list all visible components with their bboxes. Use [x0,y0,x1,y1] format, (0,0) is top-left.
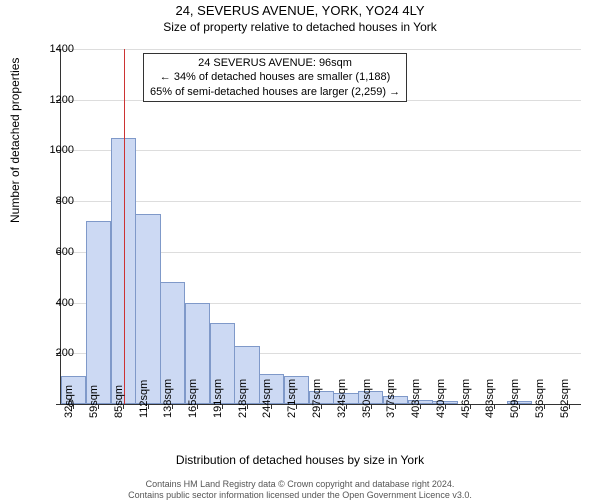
property-marker-line [124,49,125,404]
ytick-label: 400 [56,297,74,309]
footer-line1: Contains HM Land Registry data © Crown c… [0,479,600,490]
ytick-label: 1400 [50,43,74,55]
chart-plot-area: 24 SEVERUS AVENUE: 96sqm← 34% of detache… [60,49,581,405]
ytick-label: 600 [56,246,74,258]
gridline [61,201,581,202]
chart-subtitle: Size of property relative to detached ho… [0,20,600,34]
histogram-bar [135,214,160,404]
annotation-line3: 65% of semi-detached houses are larger (… [150,85,400,99]
y-axis-label: Number of detached properties [8,58,22,223]
footer: Contains HM Land Registry data © Crown c… [0,479,600,501]
gridline [61,150,581,151]
ytick-mark [56,404,61,405]
annotation-box: 24 SEVERUS AVENUE: 96sqm← 34% of detache… [143,53,407,102]
ytick-label: 200 [56,347,74,359]
ytick-label: 1000 [50,144,74,156]
gridline [61,49,581,50]
histogram-bar [86,221,111,404]
annotation-line1: 24 SEVERUS AVENUE: 96sqm [150,56,400,70]
annotation-line2: ← 34% of detached houses are smaller (1,… [150,70,400,84]
ytick-label: 800 [56,195,74,207]
footer-line2: Contains public sector information licen… [0,490,600,501]
x-axis-label: Distribution of detached houses by size … [0,453,600,467]
ytick-label: 1200 [50,94,74,106]
chart-title: 24, SEVERUS AVENUE, YORK, YO24 4LY [0,3,600,18]
